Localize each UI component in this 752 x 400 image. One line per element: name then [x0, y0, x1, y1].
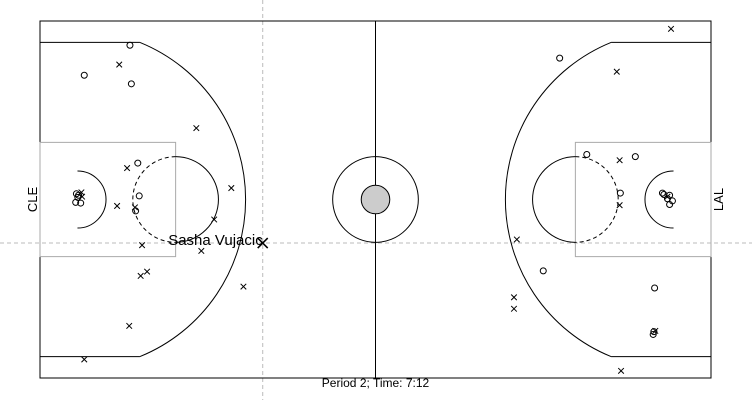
missed-shot-stroke [616, 202, 623, 209]
missed-shot-stroke [664, 193, 671, 200]
missed-shot-stroke [228, 184, 235, 192]
missed-shot-point [616, 202, 623, 209]
missed-shot-point [664, 193, 671, 200]
missed-shot-stroke [613, 68, 620, 75]
missed-shot-point [193, 124, 200, 132]
missed-shot-stroke [240, 283, 247, 290]
missed-shot-stroke [616, 157, 623, 164]
right-three-point-line-arc [504, 41, 612, 358]
missed-shot-point [228, 184, 235, 192]
missed-shot-point [113, 202, 121, 210]
missed-shot-stroke [116, 61, 123, 68]
missed-shot-point [617, 367, 625, 375]
missed-shot-point [126, 322, 133, 330]
left-free-throw-circle-solid [175, 156, 219, 243]
made-shot-point [658, 189, 666, 197]
left-free-throw-circle-dashed [132, 156, 176, 243]
missed-shot-point [143, 268, 151, 275]
center-circle-inner [360, 184, 391, 215]
missed-shot-point [198, 247, 205, 255]
right-restricted-arc [644, 170, 674, 229]
made-shot-point [127, 80, 135, 88]
made-shot-point [583, 151, 591, 159]
left-team-label: CLE [25, 187, 40, 213]
missed-shot-point [81, 356, 88, 363]
missed-shot-point [613, 68, 620, 75]
missed-shot-stroke [652, 327, 659, 335]
made-shot-point [649, 330, 657, 338]
right-free-throw-circle-dashed [575, 156, 619, 243]
center-circle-outer [332, 156, 419, 243]
made-shot-point [72, 198, 80, 206]
missed-shot-stroke [143, 268, 151, 275]
missed-shot-stroke [138, 242, 146, 249]
left-restricted-arc [77, 170, 107, 229]
highlight-player-label: Sasha Vujacic [168, 232, 263, 249]
right-paint [574, 141, 712, 258]
missed-shot-point [652, 327, 659, 335]
missed-shot-stroke [137, 272, 144, 280]
missed-shot-point [510, 305, 518, 312]
missed-shot-stroke [193, 124, 200, 132]
made-shot-point [651, 284, 659, 292]
missed-shot-point [131, 204, 139, 211]
made-shot-point [80, 71, 88, 79]
missed-shot-stroke [510, 305, 518, 312]
period-time-caption: Period 2; Time: 7:12 [322, 376, 430, 390]
missed-shot-point [667, 25, 675, 33]
missed-shot-point [123, 164, 131, 172]
made-shot-point [126, 41, 134, 49]
missed-shot-point [138, 242, 146, 249]
made-shot-point [134, 159, 142, 167]
missed-shot-stroke [81, 356, 88, 363]
right-team-label: LAL [711, 188, 726, 211]
missed-shot-stroke [513, 236, 520, 243]
missed-shot-stroke [113, 202, 121, 210]
missed-shot-point [78, 189, 85, 196]
made-shot-point [650, 328, 658, 336]
missed-shot-stroke [123, 164, 131, 172]
highlighted-shot-point [257, 237, 269, 249]
made-shot-point [666, 200, 674, 208]
missed-shot-stroke [667, 25, 675, 33]
missed-shot-stroke [617, 367, 625, 375]
made-shot-point [616, 189, 624, 197]
left-paint [39, 141, 177, 258]
right-free-throw-circle-solid [532, 156, 576, 243]
highlighted-shot-stroke [257, 237, 269, 249]
missed-shot-stroke [78, 189, 85, 196]
missed-shot-stroke [126, 322, 133, 330]
made-shot-point [631, 153, 639, 161]
shot-marks [72, 25, 676, 375]
made-shot-point [539, 267, 547, 275]
missed-shot-stroke [198, 247, 205, 255]
missed-shot-point [116, 61, 123, 68]
made-shot-point [75, 191, 83, 199]
left-three-point-line-arc [139, 41, 247, 358]
missed-shot-point [137, 272, 144, 280]
missed-shot-stroke [510, 294, 518, 301]
missed-shot-point [211, 216, 218, 223]
missed-shot-point [513, 236, 520, 243]
missed-shot-point [616, 157, 623, 164]
missed-shot-point [240, 283, 247, 290]
made-shot-point [135, 192, 143, 200]
chart-labels: CLE LAL Sasha Vujacic Period 2; Time: 7:… [25, 187, 726, 390]
missed-shot-stroke [131, 204, 139, 211]
made-shot-point [556, 54, 564, 62]
made-shot-point [77, 199, 85, 207]
missed-shot-point [510, 294, 518, 301]
missed-shot-stroke [211, 216, 218, 223]
